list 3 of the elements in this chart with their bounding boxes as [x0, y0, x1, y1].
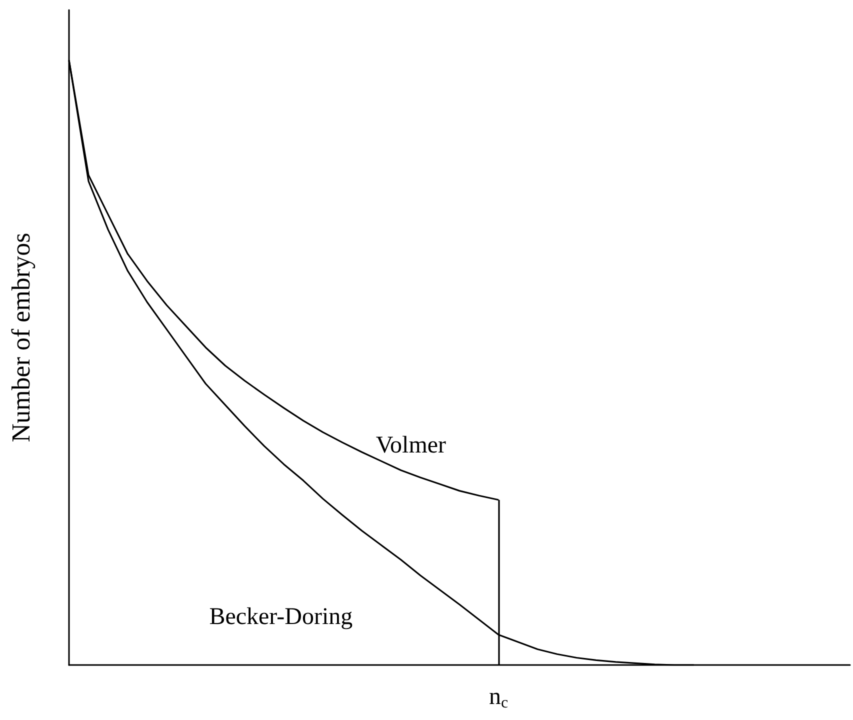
- series-label: Volmer: [376, 432, 446, 458]
- text: Becker-Doring: [209, 604, 353, 630]
- y-axis-title: Number of embryos: [6, 232, 36, 442]
